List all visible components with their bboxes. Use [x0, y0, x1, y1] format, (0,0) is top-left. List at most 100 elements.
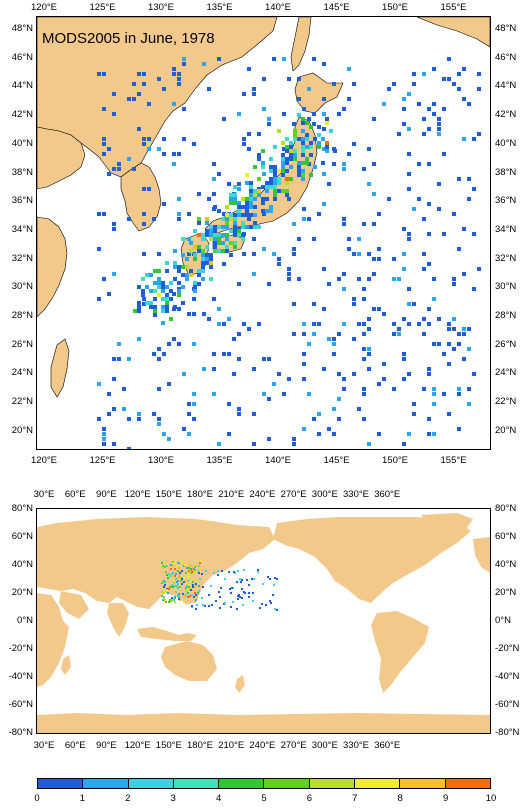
- europe-right-land: [473, 537, 490, 573]
- observation-cell: [437, 182, 441, 186]
- observation-cell: [142, 297, 146, 301]
- observation-cell: [417, 197, 421, 201]
- observation-cell: [142, 302, 146, 306]
- observation-cell-dense: [197, 269, 201, 273]
- observation-cell: [457, 392, 461, 396]
- observation-cell-dense: [257, 225, 261, 229]
- observation-cell: [397, 332, 401, 336]
- observation-cell: [437, 117, 441, 121]
- observation-cell: [248, 584, 250, 586]
- observation-cell-dense: [205, 245, 209, 249]
- observation-cell: [437, 122, 441, 126]
- observation-cell: [347, 97, 351, 101]
- observation-cell-dense: [317, 141, 321, 145]
- observation-cell: [174, 568, 176, 570]
- observation-cell: [317, 432, 321, 436]
- indonesia-land: [137, 627, 197, 641]
- observation-cell: [462, 357, 466, 361]
- observation-cell: [107, 412, 111, 416]
- observation-cell: [97, 72, 101, 76]
- observation-cell-dense: [169, 289, 173, 293]
- bottom-ytick-left-5: -20°N: [8, 643, 33, 654]
- bottom-ytick-left-2: 40°N: [11, 559, 33, 570]
- observation-cell-dense: [241, 221, 245, 225]
- bottom-ytick-right-6: -40°N: [495, 671, 520, 682]
- observation-cell: [242, 92, 246, 96]
- observation-cell-dense: [157, 285, 161, 289]
- observation-cell: [269, 578, 271, 580]
- top-ytick-right-11: 26°N: [495, 338, 517, 350]
- observation-cell: [407, 322, 411, 326]
- observation-cell: [157, 357, 161, 361]
- observation-cell: [137, 92, 141, 96]
- observation-cell: [242, 322, 246, 326]
- new-zealand-land: [235, 675, 245, 693]
- observation-cell: [362, 322, 366, 326]
- observation-cell-dense: [165, 261, 169, 265]
- observation-cell: [177, 77, 181, 81]
- observation-cell-dense: [285, 181, 289, 185]
- observation-cell-dense: [229, 213, 233, 217]
- observation-cell: [462, 137, 466, 141]
- observation-cell: [195, 585, 197, 587]
- observation-cell: [217, 574, 219, 576]
- observation-cell: [412, 72, 416, 76]
- observation-cell-dense: [213, 229, 217, 233]
- observation-cell-dense: [229, 241, 233, 245]
- observation-cell: [352, 337, 356, 341]
- observation-cell: [342, 107, 346, 111]
- observation-cell-dense: [325, 145, 329, 149]
- observation-cell-dense: [289, 177, 293, 181]
- observation-cell: [367, 182, 371, 186]
- top-xtick-top-0: 120°E: [31, 2, 57, 13]
- observation-cell: [212, 297, 216, 301]
- observation-cell: [217, 57, 221, 61]
- observation-cell: [367, 327, 371, 331]
- observation-cell: [173, 582, 175, 584]
- observation-cell: [367, 352, 371, 356]
- observation-cell-dense: [289, 145, 293, 149]
- observation-cell: [112, 112, 116, 116]
- observation-cell-dense: [153, 309, 157, 313]
- observation-cell: [372, 272, 376, 276]
- bottom-xtick-bottom-10: 330°E: [343, 740, 369, 751]
- observation-cell: [147, 187, 151, 191]
- observation-cell: [241, 579, 243, 581]
- observation-cell: [252, 442, 256, 446]
- colorbar-swatch-7: [354, 779, 400, 788]
- observation-cell-dense: [305, 137, 309, 141]
- observation-cell: [407, 237, 411, 241]
- observation-cell: [412, 82, 416, 86]
- observation-cell: [367, 367, 371, 371]
- observation-cell: [417, 102, 421, 106]
- bottom-xtick-top-8: 270°E: [280, 489, 307, 500]
- observation-cell: [202, 312, 206, 316]
- observation-cell: [237, 412, 241, 416]
- observation-cell: [372, 117, 376, 121]
- observation-cell-dense: [293, 137, 297, 141]
- observation-cell: [412, 302, 416, 306]
- observation-cell: [322, 172, 326, 176]
- observation-cell: [222, 262, 226, 266]
- observation-cell: [122, 387, 126, 391]
- observation-cell-dense: [289, 153, 293, 157]
- observation-cell: [202, 62, 206, 66]
- observation-cell-dense: [297, 173, 301, 177]
- observation-cell: [188, 573, 190, 575]
- observation-cell-dense: [225, 225, 229, 229]
- observation-cell-dense: [233, 245, 237, 249]
- observation-cell: [407, 302, 411, 306]
- observation-cell-dense: [305, 121, 309, 125]
- observation-cell: [377, 212, 381, 216]
- observation-cell: [152, 412, 156, 416]
- observation-cell: [412, 402, 416, 406]
- observation-cell: [447, 57, 451, 61]
- bottom-xtick-bottom-11: 360°E: [374, 740, 401, 751]
- observation-cell: [173, 598, 175, 600]
- observation-cell: [407, 432, 411, 436]
- bottom-xtick-top-11: 360°E: [374, 489, 401, 500]
- observation-cell: [195, 583, 197, 585]
- observation-cell: [247, 147, 251, 151]
- observation-cell: [167, 577, 169, 579]
- observation-cell: [382, 312, 386, 316]
